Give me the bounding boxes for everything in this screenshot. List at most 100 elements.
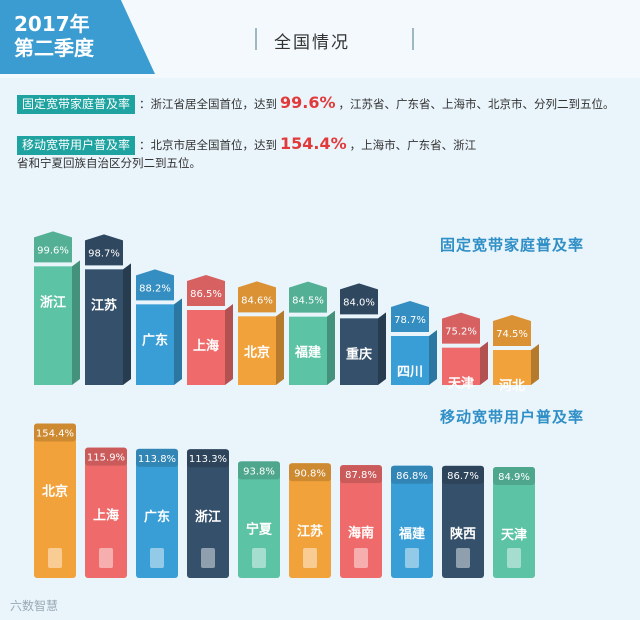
phone-icon xyxy=(150,548,164,568)
fixed-bar-value-label: 88.2% xyxy=(139,283,171,294)
phone-icon xyxy=(48,548,62,568)
fixed-bar-category-label: 四川 xyxy=(397,365,423,380)
mobile-bar-top xyxy=(442,465,484,484)
fixed-bar-cap xyxy=(289,281,327,313)
fixed-bar xyxy=(289,316,327,385)
fixed-bar-value-label: 84.6% xyxy=(241,295,273,306)
phone-icon xyxy=(303,548,317,568)
mobile-bar xyxy=(340,465,382,578)
fixed-bar-side xyxy=(480,341,488,385)
fixed-bar-value-label: 75.2% xyxy=(445,327,477,338)
fixed-bar-category-label: 福建 xyxy=(294,345,321,361)
fixed-bar-category-label: 重庆 xyxy=(346,346,372,362)
fixed-bar-side xyxy=(327,310,335,385)
fixed-bar-cap xyxy=(187,275,225,306)
fixed-bar-category-label: 广东 xyxy=(142,332,168,348)
fixed-bar-category-label: 天津 xyxy=(448,376,474,392)
mobile-bar-value-label: 86.8% xyxy=(396,471,428,482)
mobile-bar-value-label: 90.8% xyxy=(294,468,326,479)
fixed-bar-side xyxy=(123,263,131,385)
fixed-bar xyxy=(85,269,123,385)
fixed-chart-title: 固定宽带家庭普及率 xyxy=(440,236,585,254)
fixed-bar-category-label: 江苏 xyxy=(91,297,117,313)
phone-icon xyxy=(405,548,419,568)
mobile-bar-value-label: 115.9% xyxy=(87,453,125,464)
mobile-bar-top xyxy=(238,461,280,480)
fixed-bar-side xyxy=(174,298,182,385)
mobile-bar-top xyxy=(493,466,535,485)
fixed-bar xyxy=(340,318,378,385)
fixed-bar xyxy=(238,316,276,385)
header-separator-right xyxy=(412,28,414,50)
mobile-bar-value-label: 113.8% xyxy=(138,454,176,465)
page-title: 全国情况 xyxy=(274,33,350,53)
mobile-bar-top xyxy=(289,463,331,482)
mobile-bar-category-label: 浙江 xyxy=(195,509,221,525)
fixed-bar-value-label: 99.6% xyxy=(37,245,69,256)
mobile-bar xyxy=(34,423,76,578)
mobile-bar-category-label: 福建 xyxy=(398,526,425,542)
mobile-bar xyxy=(85,447,127,578)
mobile-bar-top xyxy=(391,465,433,484)
phone-icon xyxy=(252,548,266,568)
fixed-bar-category-label: 浙江 xyxy=(40,294,66,310)
mobile-bar-category-label: 广东 xyxy=(144,509,170,525)
fixed-bar-cap xyxy=(493,315,531,346)
mobile-bar-value-label: 87.8% xyxy=(345,470,377,481)
mobile-bar-value-label: 93.8% xyxy=(243,466,275,477)
mobile-bar-top xyxy=(136,448,178,467)
mobile-bar-top xyxy=(340,465,382,484)
mobile-bar xyxy=(493,466,535,578)
mobile-bar xyxy=(136,448,178,578)
fixed-bar xyxy=(493,350,531,385)
watermark-logo: 六数智慧 xyxy=(10,599,59,613)
fixed-broadband-note: 固定宽带家庭普及率 ：浙江省居全国首位，达到 99.6% ，江苏省、广东省、上海市、北… xyxy=(17,94,627,114)
mobile-bar-category-label: 上海 xyxy=(93,508,119,524)
mobile-chart-title: 移动宽带用户普及率 xyxy=(440,408,585,426)
fixed-bar-side xyxy=(225,304,233,385)
phone-icon xyxy=(201,548,215,568)
fixed-broadband-tag: 固定宽带家庭普及率 xyxy=(17,95,136,114)
mobile-bar-category-label: 海南 xyxy=(348,525,374,541)
fixed-note-text-after: ，江苏省、广东省、上海市、北京市、分列二到五位。 xyxy=(338,97,615,111)
fixed-bar-value-label: 98.7% xyxy=(88,248,120,259)
fixed-bar xyxy=(34,266,72,385)
fixed-bar-cap xyxy=(34,231,72,263)
mobile-bar-category-label: 北京 xyxy=(42,484,68,500)
mobile-bar-category-label: 宁夏 xyxy=(246,521,273,537)
mobile-bar-value-label: 113.3% xyxy=(189,454,227,465)
mobile-bar-category-label: 天津 xyxy=(501,527,527,543)
mobile-bar-category-label: 江苏 xyxy=(297,523,323,539)
fixed-bar-side xyxy=(72,260,80,385)
fixed-note-text-before: ：浙江省居全国首位，达到 xyxy=(139,97,278,111)
period-label: 2017年 第二季度 xyxy=(14,12,94,60)
mobile-bar xyxy=(442,465,484,578)
mobile-note-text-after: ，上海市、广东省、浙江省和宁夏回族自治区分列二到五位。 xyxy=(17,138,477,170)
fixed-bar-value-label: 86.5% xyxy=(190,289,222,300)
mobile-note-highlight: 154.4% xyxy=(280,134,347,153)
mobile-broadband-tag: 移动宽带用户普及率 xyxy=(17,136,136,155)
fixed-bar xyxy=(136,304,174,385)
header-separator-left xyxy=(255,28,257,50)
fixed-bar-cap xyxy=(442,312,480,344)
mobile-bar-top xyxy=(34,423,76,442)
mobile-bar-value-label: 86.7% xyxy=(447,471,479,482)
fixed-bar xyxy=(442,347,480,385)
fixed-bar-value-label: 84.5% xyxy=(292,296,324,307)
mobile-bar xyxy=(289,463,331,578)
fixed-bar xyxy=(187,310,225,385)
fixed-bar-category-label: 河北 xyxy=(499,378,525,394)
phone-icon xyxy=(456,548,470,568)
fixed-bar-value-label: 78.7% xyxy=(394,315,426,326)
fixed-bar xyxy=(391,336,429,385)
fixed-bar-side xyxy=(378,312,386,385)
mobile-note-text-before: ：北京市居全国首位，达到 xyxy=(139,138,278,152)
fixed-note-highlight: 99.6% xyxy=(280,93,336,112)
fixed-bar-category-label: 上海 xyxy=(193,338,219,354)
fixed-bar-value-label: 74.5% xyxy=(496,329,528,340)
phone-icon xyxy=(507,548,521,568)
fixed-bar-cap xyxy=(85,234,123,266)
fixed-bar-cap xyxy=(136,269,174,301)
